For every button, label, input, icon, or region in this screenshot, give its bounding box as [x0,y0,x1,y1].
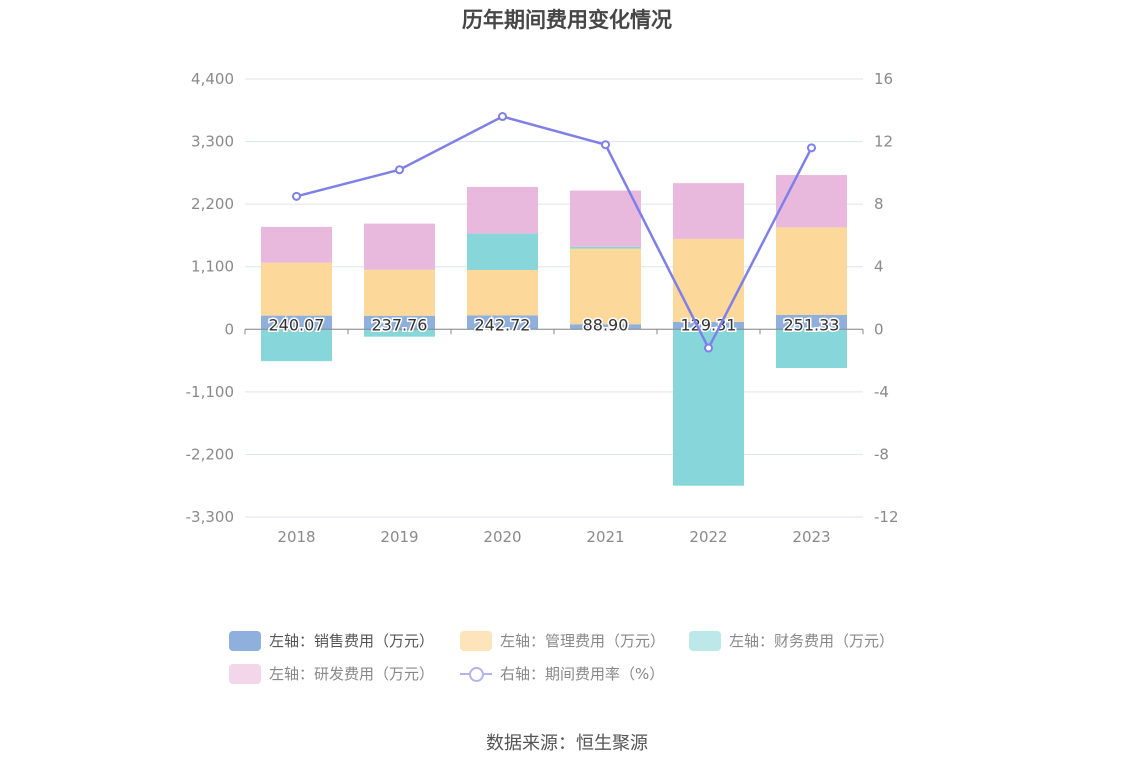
legend-swatch-admin [460,630,492,651]
bar-rnd [776,175,847,228]
x-tick-label: 2020 [483,528,521,546]
right-tick-label: 8 [874,195,884,213]
bar-rnd [673,183,744,239]
bar-finance [261,329,332,362]
bar-sales [673,321,744,330]
sales-value-label: 129.31 [681,315,737,334]
legend-item-rnd[interactable]: 左轴：研发费用（万元） [229,663,434,684]
legend-label-admin: 左轴：管理费用（万元） [500,632,666,650]
rate-point [292,191,301,201]
chart-area: 4,400 16 3,300 12 2,200 8 1,100 4 0 0 -1,100 -4 -2,2… [186,70,899,546]
x-tick-label: 2022 [689,528,727,546]
right-tick-label: 4 [874,258,884,276]
rate-point [498,112,507,122]
bar-sales [364,315,435,330]
rate-point [395,165,404,175]
bar-rnd [570,190,641,247]
sales-value-label: 237.76 [372,315,428,334]
rate-point [601,140,610,150]
bar-rnd [467,186,538,234]
legend-swatch-finance [689,630,721,651]
x-tick-label: 2018 [277,528,315,546]
sales-value-label: 88.90 [583,315,629,334]
left-tick-label: 1,100 [191,258,234,276]
bar-rnd [364,223,435,270]
sales-value-label: 251.33 [784,315,840,334]
bar-admin [673,238,744,322]
legend-item-rate[interactable]: 右轴：期间费用率（%） [460,663,664,684]
left-tick-label: -3,300 [186,508,234,526]
bar-admin [467,269,538,316]
left-tick-label: -1,100 [186,383,234,401]
x-tick-label: 2023 [792,528,830,546]
legend-item-finance[interactable]: 左轴：财务费用（万元） [689,630,894,651]
right-tick-label: 12 [874,133,893,151]
bar-admin [776,227,847,315]
legend-swatch-rnd [229,663,261,684]
bar-admin [364,269,435,316]
left-tick-label: 2,200 [191,195,234,213]
bar-sales [570,324,641,330]
left-tick-label: 0 [224,320,234,338]
legend-item-admin[interactable]: 左轴：管理费用（万元） [460,630,665,651]
bar-finance [776,329,847,368]
bar-admin [261,262,332,316]
data-source: 数据来源：恒生聚源 [486,733,648,754]
right-tick-label: -12 [874,508,899,526]
right-tick-label: -4 [874,383,889,401]
legend-swatch-sales [229,630,261,651]
rate-line [296,115,813,351]
sales-value-label: 240.07 [269,315,325,334]
rate-point [807,143,816,153]
left-tick-label: -2,200 [186,445,234,463]
x-tick-label: 2019 [380,528,418,546]
chart-title: 历年期间费用变化情况 [462,8,672,32]
bar-finance [364,329,435,337]
left-tick-label: 4,400 [191,70,234,88]
rate-point [704,343,713,353]
legend-line-rate-icon [460,664,492,684]
bar-finance [673,329,744,486]
bar-admin [570,248,641,325]
legend-label-rnd: 左轴：研发费用（万元） [269,665,435,683]
bar-sales [261,315,332,330]
right-tick-label: 0 [874,320,884,338]
right-tick-label: 16 [874,70,893,88]
sales-value-label: 242.72 [475,315,531,334]
legend-label-rate: 右轴：期间费用率（%） [500,665,665,683]
left-tick-label: 3,300 [191,133,234,151]
legend-label-sales: 左轴：销售费用（万元） [269,632,435,650]
legend-label-finance: 左轴：财务费用（万元） [729,632,895,650]
bar-finance [570,246,641,249]
bar-finance [467,233,538,270]
bar-sales [776,314,847,330]
x-tick-label: 2021 [586,528,624,546]
bar-rnd [261,226,332,263]
bar-sales [467,315,538,330]
right-tick-label: -8 [874,445,889,463]
legend-item-sales[interactable]: 左轴：销售费用（万元） [229,630,434,651]
